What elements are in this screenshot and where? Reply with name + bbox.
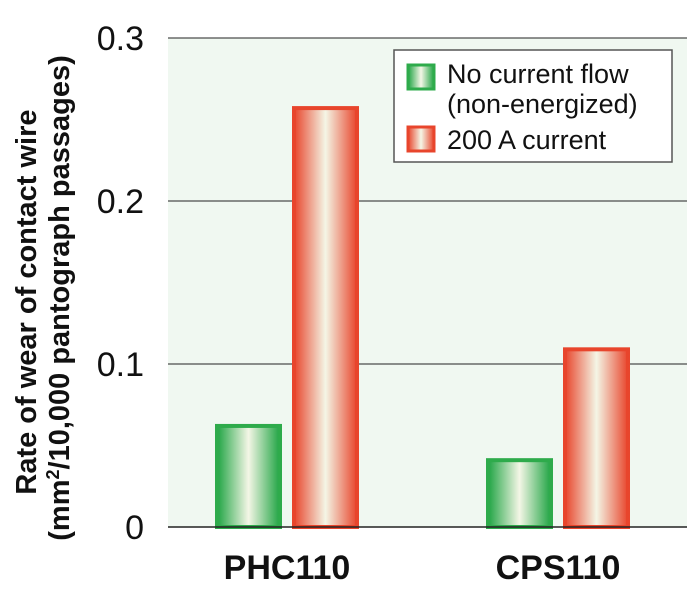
y-tick-label: 0.1 xyxy=(97,346,144,384)
y-axis-title: Rate of wear of contact wire (mm2/10,000… xyxy=(11,55,76,540)
y-tick-label: 0 xyxy=(125,509,144,547)
bar-phc110-series-2 xyxy=(292,106,359,529)
bars xyxy=(215,106,630,530)
legend-label-no-current-line-2: (non-energized) xyxy=(447,89,638,119)
superscript-2: 2 xyxy=(43,469,63,479)
bar-cps110-series-1 xyxy=(486,458,553,530)
bar-phc110-series-1 xyxy=(215,423,282,529)
y-axis-title-line-2: (mm2/10,000 pantograph passages) xyxy=(43,55,76,540)
y-axis-title-line-1: Rate of wear of contact wire xyxy=(11,109,43,494)
y-tick-label: 0.3 xyxy=(97,20,144,58)
y-axis-ticks: 0 0.1 0.2 0.3 xyxy=(97,20,144,547)
legend-swatch-no-current xyxy=(406,63,436,91)
legend-label-no-current: No current flow (non-energized) xyxy=(447,59,638,119)
x-category-label: PHC110 xyxy=(224,549,351,587)
bar-cps110-series-2 xyxy=(563,347,630,529)
legend-label-no-current-line-1: No current flow xyxy=(447,59,629,89)
legend-swatch-200a xyxy=(406,125,436,153)
x-category-label: CPS110 xyxy=(496,549,621,587)
x-axis-categories: PHC110 CPS110 xyxy=(224,549,621,587)
legend-box xyxy=(393,49,673,163)
legend: No current flow (non-energized) 200 A cu… xyxy=(393,49,673,163)
legend-label-200a: 200 A current xyxy=(447,125,607,155)
y-tick-label: 0.2 xyxy=(97,183,144,221)
